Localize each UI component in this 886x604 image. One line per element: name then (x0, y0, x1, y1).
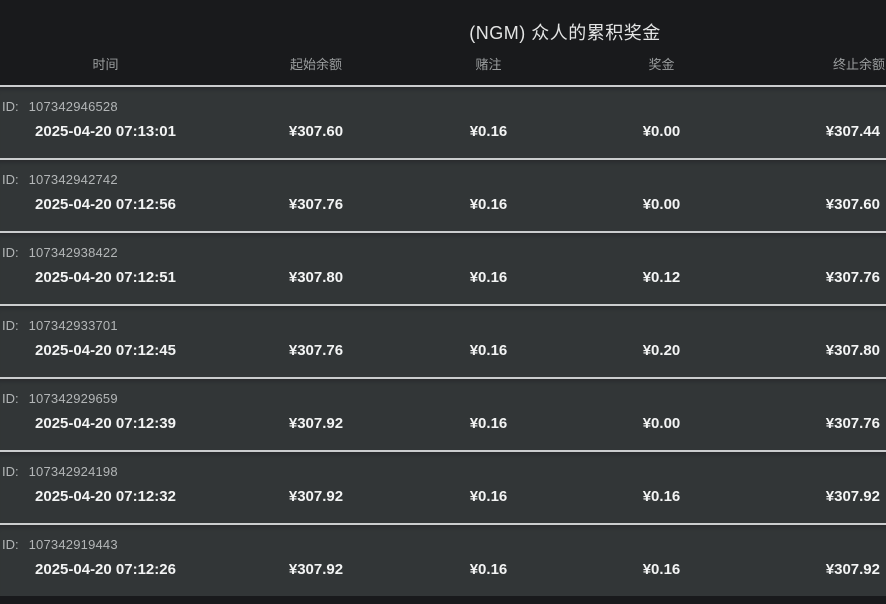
row-values: 2025-04-20 07:12:51 ¥307.80 ¥0.16 ¥0.12 … (0, 265, 886, 291)
row-id-line: ID: 107342919443 (0, 525, 886, 553)
row-id-value: 107342924198 (28, 464, 118, 479)
row-id-label: ID: (2, 464, 19, 479)
row-id-label: ID: (2, 537, 19, 552)
row-values: 2025-04-20 07:12:39 ¥307.92 ¥0.16 ¥0.00 … (0, 411, 886, 437)
row-id-value: 107342942742 (28, 172, 118, 187)
page-title: (NGM) 众人的累积奖金 (469, 23, 661, 43)
row-id-value: 107342933701 (28, 318, 118, 333)
table-header-area: (NGM) 众人的累积奖金 时间 起始余额 赌注 奖金 终止余额 (0, 0, 886, 85)
row-values: 2025-04-20 07:12:26 ¥307.92 ¥0.16 ¥0.16 … (0, 557, 886, 583)
row-id-value: 107342938422 (28, 245, 118, 260)
row-end-balance: ¥307.92 (825, 488, 880, 505)
row-id-value: 107342946528 (28, 99, 118, 114)
row-id-line: ID: 107342946528 (0, 87, 886, 115)
table-row: ID: 107342924198 2025-04-20 07:12:32 ¥307… (0, 450, 886, 523)
row-end-balance: ¥307.60 (825, 196, 880, 213)
row-time: 2025-04-20 07:12:56 (35, 196, 176, 213)
row-time: 2025-04-20 07:12:39 (35, 415, 176, 432)
row-bet: ¥0.16 (469, 561, 508, 578)
row-id-label: ID: (2, 245, 19, 260)
column-header-prize: 奖金 (648, 57, 675, 72)
row-id-line: ID: 107342933701 (0, 306, 886, 334)
table-row: ID: 107342946528 2025-04-20 07:13:01 ¥307… (0, 85, 886, 158)
row-bet: ¥0.16 (469, 123, 508, 140)
row-bet: ¥0.16 (469, 342, 508, 359)
table-row: ID: 107342933701 2025-04-20 07:12:45 ¥307… (0, 304, 886, 377)
row-time: 2025-04-20 07:12:51 (35, 269, 176, 286)
row-prize: ¥0.12 (642, 269, 681, 286)
row-time: 2025-04-20 07:12:32 (35, 488, 176, 505)
row-time: 2025-04-20 07:13:01 (35, 123, 176, 140)
row-id-label: ID: (2, 391, 19, 406)
row-values: 2025-04-20 07:12:32 ¥307.92 ¥0.16 ¥0.16 … (0, 484, 886, 510)
table-row: ID: 107342942742 2025-04-20 07:12:56 ¥307… (0, 158, 886, 231)
row-end-balance: ¥307.44 (825, 123, 880, 140)
row-time: 2025-04-20 07:12:26 (35, 561, 176, 578)
row-start-balance: ¥307.92 (288, 561, 344, 578)
column-header-end-balance: 终止余额 (832, 57, 885, 72)
row-id-label: ID: (2, 99, 19, 114)
row-start-balance: ¥307.92 (288, 488, 344, 505)
row-values: 2025-04-20 07:12:45 ¥307.76 ¥0.16 ¥0.20 … (0, 338, 886, 364)
column-header-time: 时间 (92, 57, 119, 72)
table-row: ID: 107342919443 2025-04-20 07:12:26 ¥307… (0, 523, 886, 596)
column-header-bet: 赌注 (475, 57, 502, 72)
row-id-line: ID: 107342938422 (0, 233, 886, 261)
row-id-value: 107342929659 (28, 391, 118, 406)
table-row: ID: 107342929659 2025-04-20 07:12:39 ¥307… (0, 377, 886, 450)
row-values: 2025-04-20 07:12:56 ¥307.76 ¥0.16 ¥0.00 … (0, 192, 886, 218)
row-start-balance: ¥307.60 (288, 123, 344, 140)
row-prize: ¥0.00 (642, 196, 681, 213)
row-end-balance: ¥307.92 (825, 561, 880, 578)
row-prize: ¥0.00 (642, 123, 681, 140)
table-row: ID: 107342938422 2025-04-20 07:12:51 ¥307… (0, 231, 886, 304)
row-bet: ¥0.16 (469, 269, 508, 286)
row-id-line: ID: 107342929659 (0, 379, 886, 407)
row-end-balance: ¥307.76 (825, 415, 880, 432)
row-id-label: ID: (2, 318, 19, 333)
history-list: ID: 107342946528 2025-04-20 07:13:01 ¥307… (0, 85, 886, 596)
row-prize: ¥0.16 (642, 488, 681, 505)
row-start-balance: ¥307.76 (288, 342, 344, 359)
row-id-line: ID: 107342924198 (0, 452, 886, 480)
row-bet: ¥0.16 (469, 196, 508, 213)
row-values: 2025-04-20 07:13:01 ¥307.60 ¥0.16 ¥0.00 … (0, 119, 886, 145)
row-id-line: ID: 107342942742 (0, 160, 886, 188)
row-id-value: 107342919443 (28, 537, 118, 552)
row-bet: ¥0.16 (469, 488, 508, 505)
row-id-label: ID: (2, 172, 19, 187)
row-end-balance: ¥307.80 (825, 342, 880, 359)
row-bet: ¥0.16 (469, 415, 508, 432)
row-prize: ¥0.00 (642, 415, 681, 432)
row-time: 2025-04-20 07:12:45 (35, 342, 176, 359)
row-prize: ¥0.16 (642, 561, 681, 578)
row-start-balance: ¥307.80 (288, 269, 344, 286)
row-prize: ¥0.20 (642, 342, 681, 359)
table-header-row: 时间 起始余额 赌注 奖金 终止余额 (0, 55, 886, 75)
row-start-balance: ¥307.76 (288, 196, 344, 213)
row-start-balance: ¥307.92 (288, 415, 344, 432)
column-header-start-balance: 起始余额 (289, 57, 342, 72)
row-end-balance: ¥307.76 (825, 269, 880, 286)
